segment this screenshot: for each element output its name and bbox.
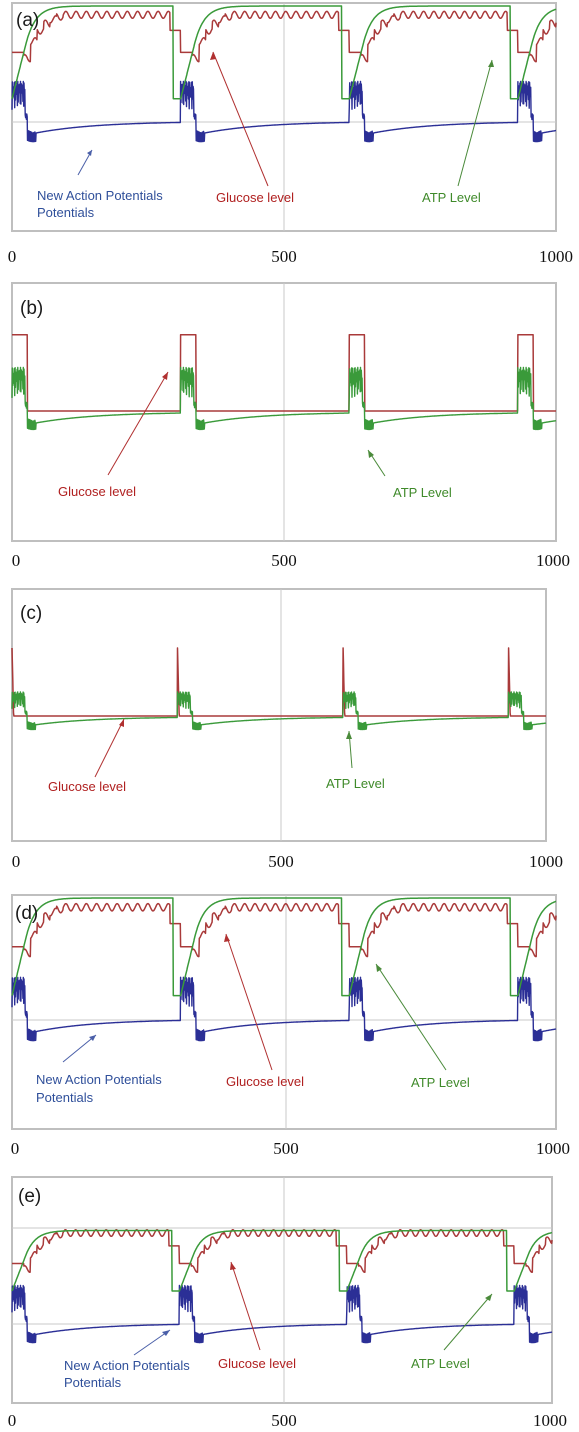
arrowhead-glucose xyxy=(162,372,168,380)
arrowhead-atp xyxy=(488,60,494,67)
plot-frame xyxy=(11,894,557,1130)
arrowhead-atp xyxy=(346,731,352,739)
arrow-glucose xyxy=(230,1261,261,1351)
x-tick-label: 500 xyxy=(271,551,297,570)
series-line-glucose-level xyxy=(11,647,547,717)
series-line-atp-level xyxy=(11,1229,553,1292)
annotation-glucose: Glucose level xyxy=(58,484,136,499)
x-tick-label: 0 xyxy=(8,1411,17,1430)
x-tick-label: 0 xyxy=(12,852,21,871)
x-tick-label: 1000 xyxy=(529,852,563,871)
panel-label: (b) xyxy=(20,298,43,319)
arrowhead-atp xyxy=(485,1294,492,1301)
x-tick-label: 500 xyxy=(271,247,297,266)
series-line-glucose-level xyxy=(11,902,557,958)
series-layer xyxy=(11,333,557,431)
plot-frame xyxy=(11,588,547,842)
x-tick-label: 1000 xyxy=(539,247,573,266)
series-line-new-action-potentials xyxy=(11,80,557,143)
arrowhead-glucose xyxy=(119,719,124,727)
chart-panel-d: (d) New Action Potentials Potentials Glu… xyxy=(0,892,579,1162)
annotation-atp: ATP Level xyxy=(393,485,452,500)
annotation-action-potentials-line2: Potentials xyxy=(36,1090,94,1105)
annotation-glucose: Glucose level xyxy=(216,190,294,205)
annotation-glucose: Glucose level xyxy=(218,1356,296,1371)
arrow-action-potentials xyxy=(133,1329,171,1356)
series-line-new-action-potentials xyxy=(11,976,557,1042)
arrow-glucose xyxy=(225,933,273,1071)
chart-panel-e: (e) New Action Potentials Potentials Glu… xyxy=(0,1174,579,1432)
chart-d-svg: (d) New Action Potentials Potentials Glu… xyxy=(11,894,570,1158)
panel-label: (a) xyxy=(16,10,39,31)
annotation-atp: ATP Level xyxy=(411,1356,470,1371)
annotation-action-potentials: New Action Potentials xyxy=(64,1358,190,1373)
chart-panel-a: (a) New Action Potentials Potentials Glu… xyxy=(0,0,579,272)
panel-label: (c) xyxy=(20,603,42,624)
chart-e-svg: (e) New Action Potentials Potentials Glu… xyxy=(8,1176,567,1430)
arrowhead-atp xyxy=(376,964,382,972)
x-tick-label: 500 xyxy=(271,1411,297,1430)
annotation-atp: ATP Level xyxy=(411,1075,470,1090)
arrow-glucose xyxy=(94,718,125,778)
chart-panel-b: (b) Glucose level ATP Level 0 500 1000 xyxy=(0,280,579,570)
x-tick-label: 1000 xyxy=(536,551,570,570)
arrow-atp xyxy=(443,1293,493,1351)
x-tick-label: 1000 xyxy=(533,1411,567,1430)
x-tick-label: 0 xyxy=(12,551,21,570)
annotation-action-potentials-line2: Potentials xyxy=(37,205,95,220)
x-tick-label: 500 xyxy=(273,1139,299,1158)
arrow-glucose xyxy=(107,371,169,476)
annotation-action-potentials: New Action Potentials xyxy=(36,1072,162,1087)
series-line-glucose-level xyxy=(11,333,557,412)
arrowhead-atp xyxy=(368,450,374,458)
annotation-glucose: Glucose level xyxy=(48,779,126,794)
annotation-action-potentials-line2: Potentials xyxy=(64,1375,122,1390)
chart-b-svg: (b) Glucose level ATP Level 0 500 1000 xyxy=(11,282,570,570)
arrowhead-action-potentials xyxy=(89,1035,96,1041)
series-line-atp-level xyxy=(11,691,547,731)
x-tick-label: 0 xyxy=(8,247,17,266)
annotation-atp: ATP Level xyxy=(422,190,481,205)
panel-label: (e) xyxy=(18,1186,41,1207)
series-layer xyxy=(11,897,557,1042)
arrow-glucose xyxy=(212,51,269,187)
chart-a-svg: (a) New Action Potentials Potentials Glu… xyxy=(8,2,573,266)
annotation-atp: ATP Level xyxy=(326,776,385,791)
arrowhead-action-potentials xyxy=(87,150,92,156)
arrow-atp xyxy=(457,59,493,187)
plot-frame xyxy=(11,1176,553,1404)
series-layer xyxy=(11,1228,553,1344)
arrowhead-glucose xyxy=(224,934,230,942)
series-layer xyxy=(11,647,547,731)
series-layer xyxy=(11,5,557,143)
arrow-action-potentials xyxy=(62,1034,97,1063)
series-line-atp-level xyxy=(11,5,557,100)
arrowhead-glucose xyxy=(230,1262,236,1270)
arrowhead-glucose xyxy=(210,52,216,60)
panel-label: (d) xyxy=(15,903,38,924)
arrowhead-action-potentials xyxy=(162,1330,170,1336)
annotation-glucose: Glucose level xyxy=(226,1074,304,1089)
series-line-new-action-potentials xyxy=(11,1284,553,1344)
x-tick-label: 500 xyxy=(268,852,294,871)
series-line-atp-level xyxy=(11,366,557,431)
chart-panel-c: (c) Glucose level ATP Level 0 500 1000 xyxy=(0,586,579,876)
chart-c-svg: (c) Glucose level ATP Level 0 500 1000 xyxy=(11,588,563,871)
x-tick-label: 1000 xyxy=(536,1139,570,1158)
x-tick-label: 0 xyxy=(11,1139,20,1158)
series-line-glucose-level xyxy=(11,10,557,63)
series-line-atp-level xyxy=(11,897,557,997)
arrow-atp xyxy=(375,963,447,1071)
annotation-action-potentials: New Action Potentials xyxy=(37,188,163,203)
